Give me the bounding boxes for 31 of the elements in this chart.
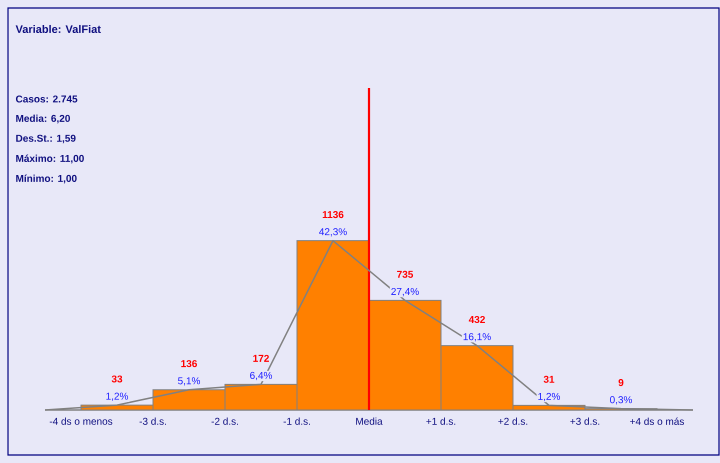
annotation: 27,4% <box>391 288 419 296</box>
annotation: Des.St.: 1,59 <box>16 134 76 144</box>
data-label: 172 <box>253 354 269 362</box>
annotation: 1,2% <box>538 392 560 402</box>
x-tick-label: -4 ds o menos <box>50 418 112 425</box>
x-tick-label: +1 d.s. <box>426 418 456 425</box>
annotation: Mínimo: 1,00 <box>16 174 77 184</box>
annotation: Media: 6,20 <box>16 114 70 124</box>
annotation: 5,1% <box>178 377 200 386</box>
x-tick-label: -2 d.s. <box>212 418 238 425</box>
data-label: 735 <box>397 270 414 278</box>
data-label: 136 <box>181 360 197 368</box>
x-tick-label: +4 ds o más <box>630 418 684 425</box>
annotation: Casos: 2.745 <box>16 95 78 103</box>
x-tick-label: Media <box>356 418 383 425</box>
annotation: 16,1% <box>464 333 491 342</box>
data-label: 33 <box>112 375 122 383</box>
data-label: 1136 <box>322 211 344 218</box>
data-label: 31 <box>544 376 554 383</box>
annotation: 1,2% <box>106 392 128 401</box>
annotation: 0,3% <box>610 396 632 404</box>
annotation: 42,3% <box>319 228 347 236</box>
data-label: 9 <box>618 379 624 386</box>
x-tick-label: +2 d.s. <box>498 418 528 425</box>
x-tick-label: -3 d.s. <box>140 418 166 425</box>
x-tick-label: -1 d.s. <box>284 418 310 425</box>
chart-title: Variable: ValFiat <box>16 24 101 34</box>
data-label: 432 <box>468 316 485 324</box>
x-tick-label: +3 d.s. <box>570 418 600 425</box>
annotation: 6,4% <box>250 372 272 380</box>
annotation: Máximo: 11,00 <box>16 154 84 164</box>
